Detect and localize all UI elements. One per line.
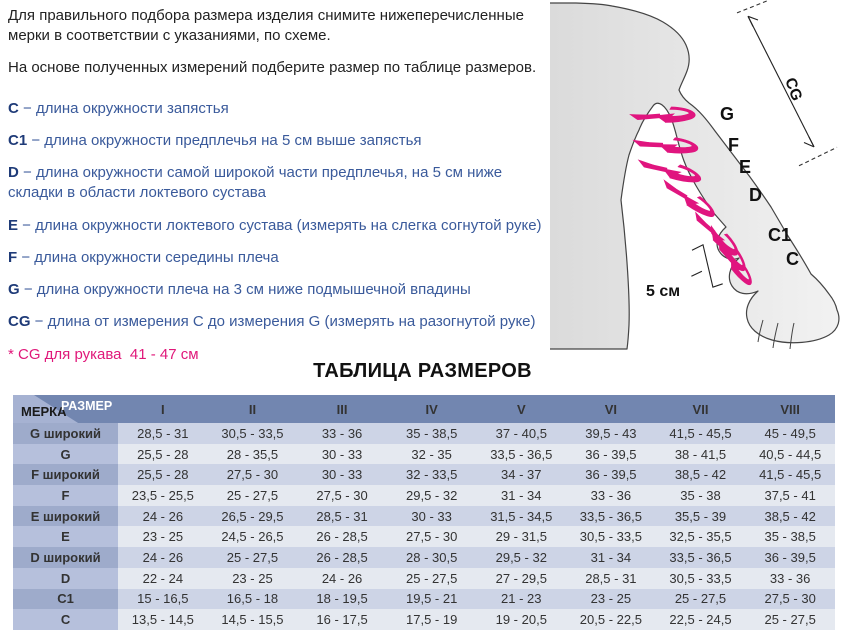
svg-text:D: D — [749, 185, 762, 205]
svg-text:C1: C1 — [768, 225, 791, 245]
svg-text:E: E — [739, 157, 751, 177]
svg-text:F: F — [728, 135, 739, 155]
svg-text:5 см: 5 см — [646, 283, 680, 300]
svg-text:CG: CG — [781, 76, 805, 104]
svg-text:G: G — [720, 104, 734, 124]
svg-text:C: C — [786, 249, 799, 269]
